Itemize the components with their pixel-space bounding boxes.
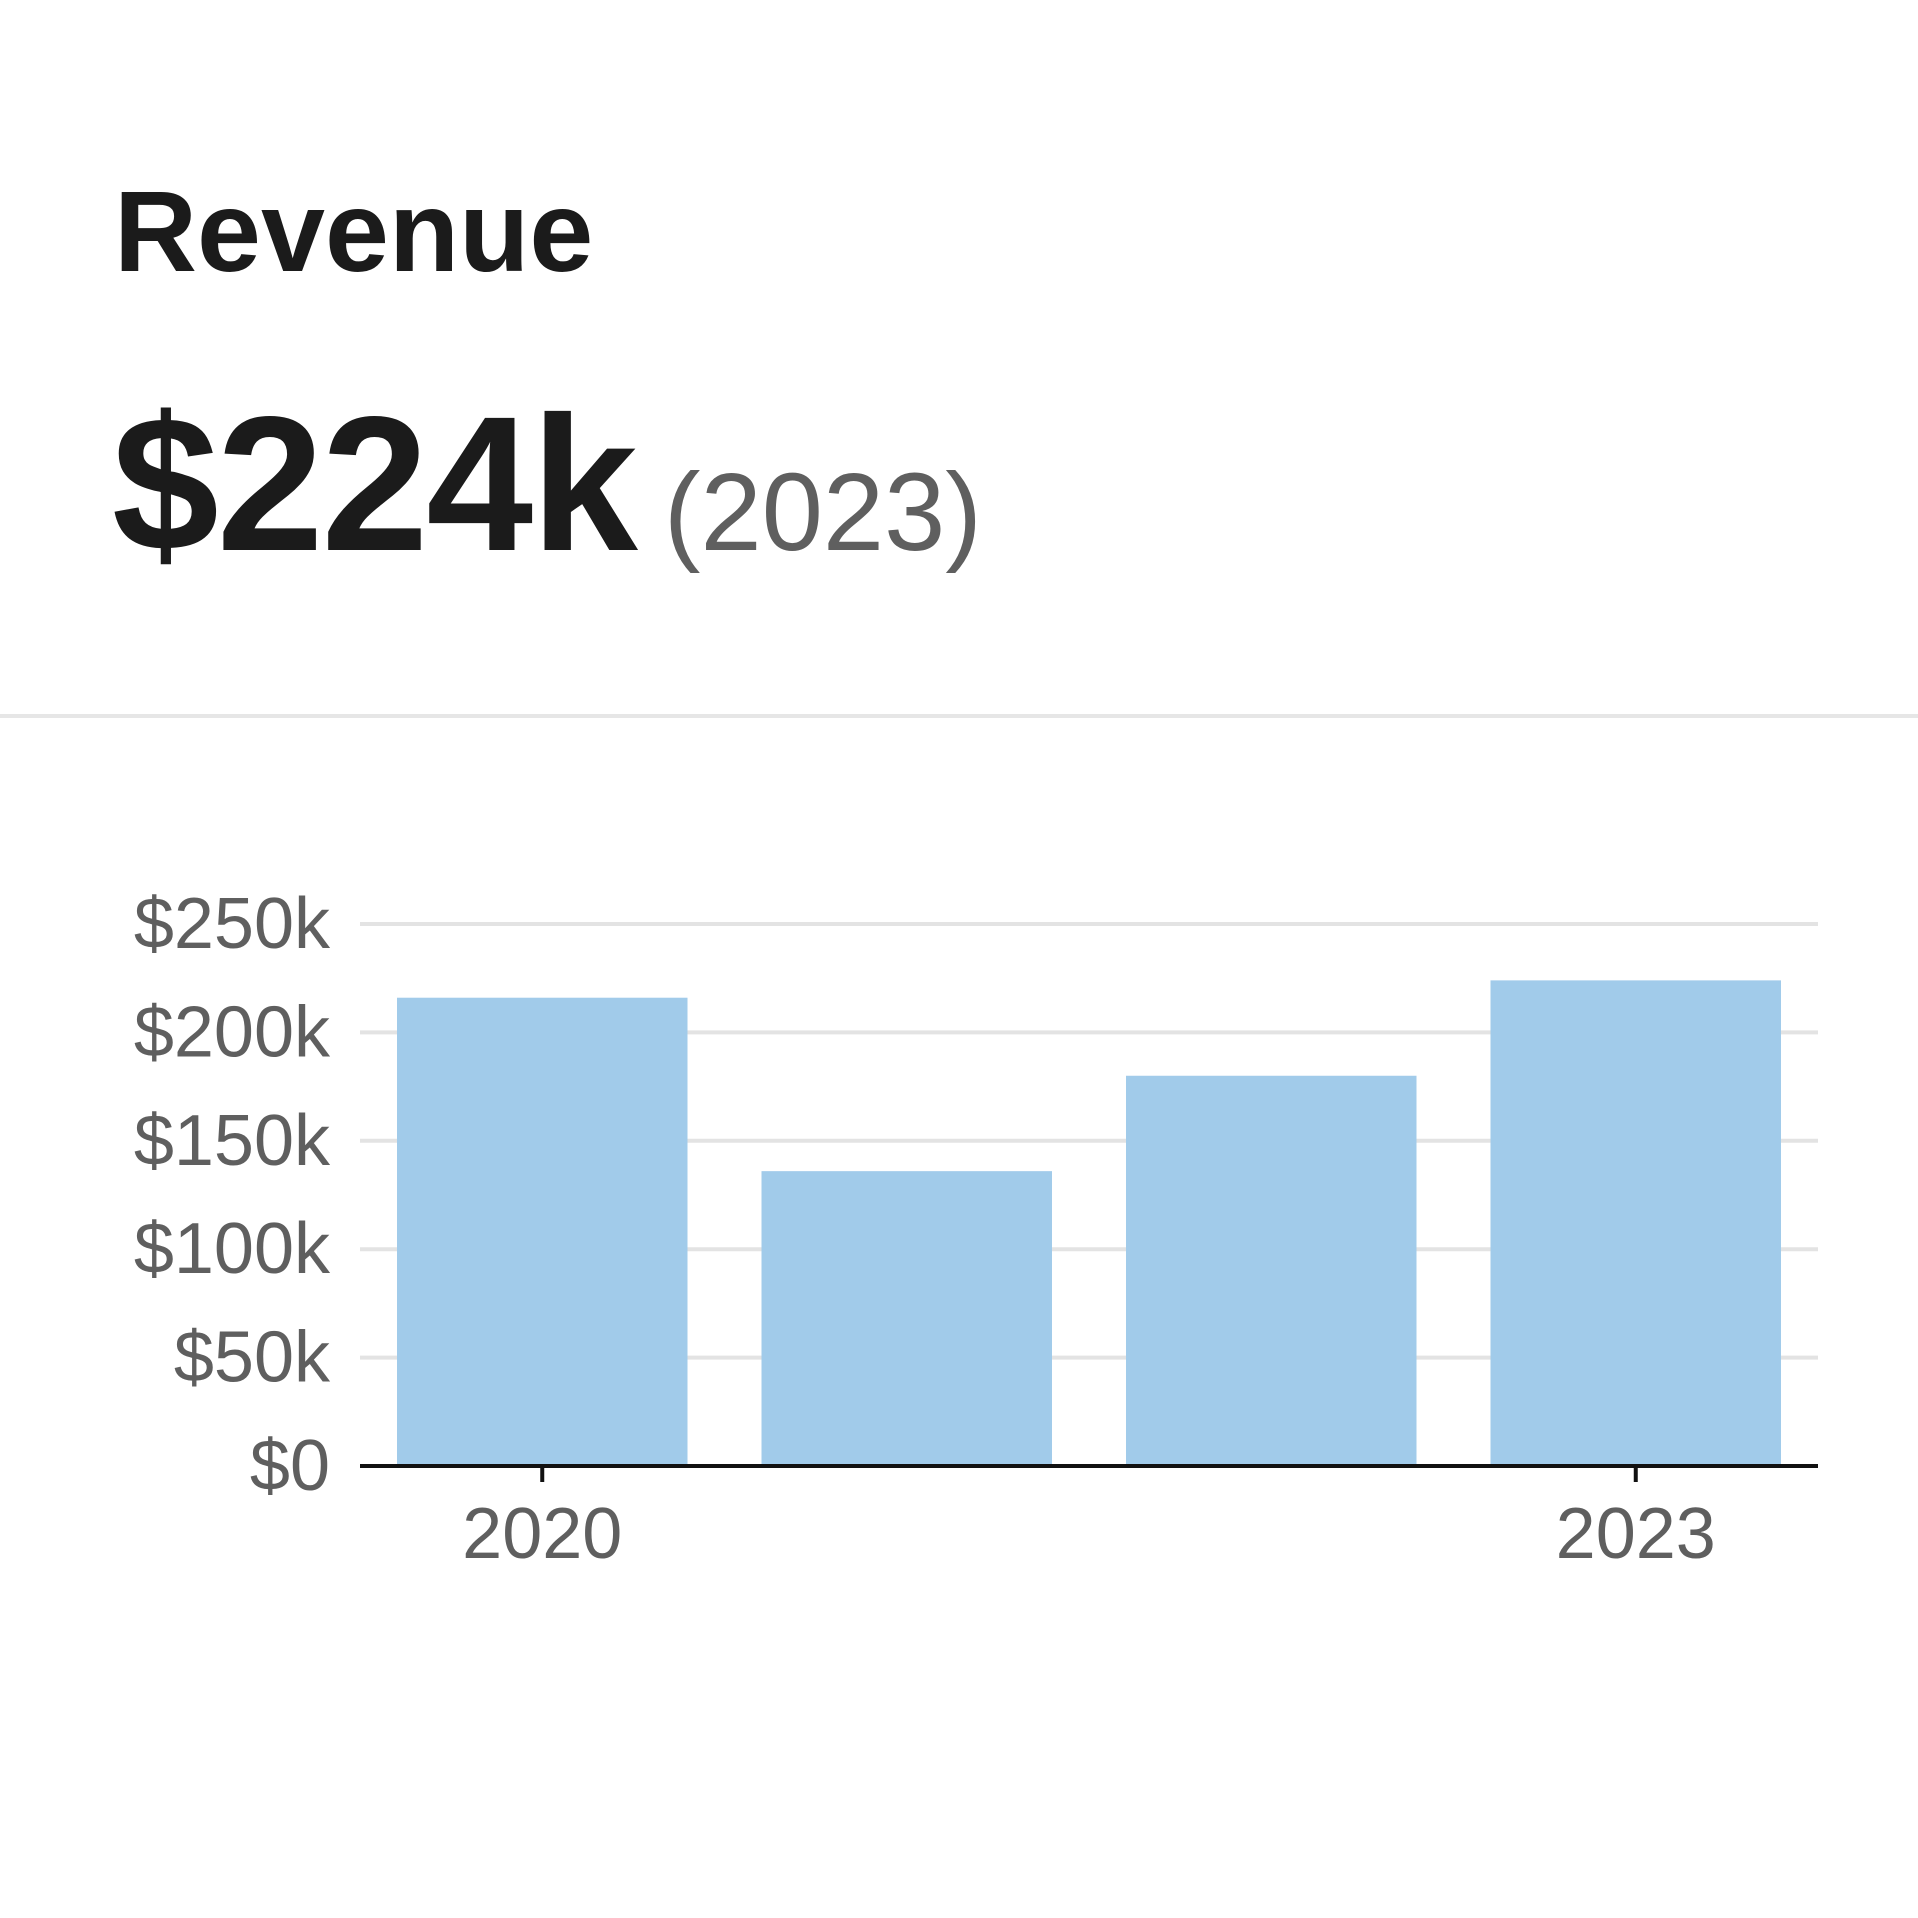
x-tick-label: 2020 — [462, 1494, 622, 1574]
headline-value: $224k — [112, 376, 638, 591]
y-tick-label: $250k — [134, 884, 331, 964]
y-tick-label: $200k — [134, 992, 331, 1072]
headline-period: (2023) — [663, 451, 982, 574]
bar-2020 — [397, 997, 688, 1466]
bar-2021 — [761, 1171, 1052, 1466]
divider — [0, 714, 1918, 718]
headline-value-row: $224k (2023) — [112, 388, 982, 580]
chart-title: Revenue — [114, 168, 594, 296]
y-tick-label: $0 — [250, 1426, 330, 1506]
bar-2022 — [1126, 1075, 1417, 1466]
bar-2023 — [1490, 980, 1781, 1466]
y-tick-label: $50k — [174, 1318, 331, 1398]
y-tick-label: $100k — [134, 1209, 331, 1289]
y-tick-label: $150k — [134, 1101, 331, 1181]
x-tick-label: 2023 — [1556, 1494, 1716, 1574]
